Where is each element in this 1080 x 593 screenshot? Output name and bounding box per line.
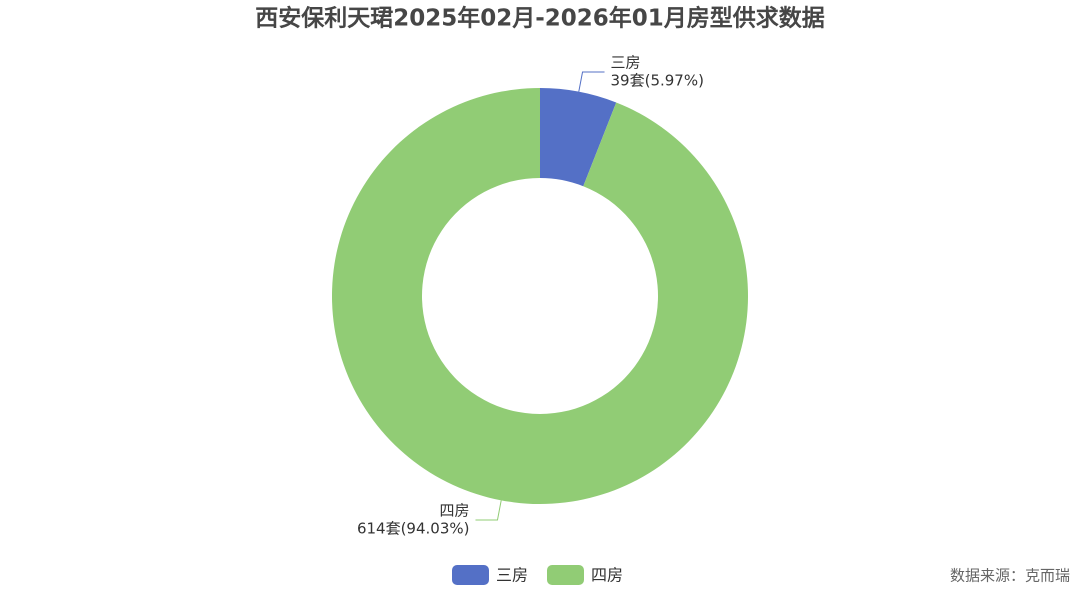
- legend-label: 四房: [591, 566, 623, 585]
- legend-swatch: [452, 565, 489, 585]
- source-note: 数据来源：克而瑞: [950, 567, 1070, 585]
- donut-slice: [540, 88, 617, 187]
- leader-line: [578, 71, 605, 92]
- donut-slice: [332, 87, 749, 504]
- leader-line: [475, 500, 502, 521]
- slice-label: 三房: [611, 54, 641, 72]
- slice-value-label: 39套(5.97%): [611, 72, 704, 90]
- legend-swatch: [547, 565, 584, 585]
- legend-label: 三房: [496, 566, 528, 585]
- slice-value-label: 614套(94.03%): [357, 519, 470, 537]
- chart-title: 西安保利天珺2025年02月-2026年01月房型供求数据: [255, 5, 825, 32]
- slice-label: 四房: [439, 501, 469, 519]
